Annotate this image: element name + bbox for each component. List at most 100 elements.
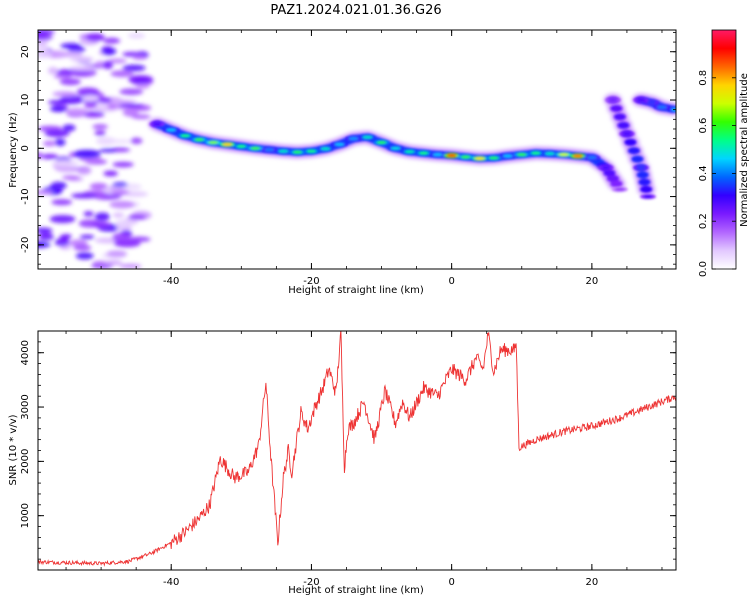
heatmap-peak bbox=[348, 137, 359, 141]
heatmap-blob bbox=[83, 211, 94, 217]
heatmap-blob bbox=[636, 171, 649, 179]
heatmap-peak bbox=[362, 135, 373, 139]
heatmap-blob bbox=[112, 182, 129, 187]
x-tick-label: -20 bbox=[303, 577, 319, 588]
heatmap-peak bbox=[278, 149, 289, 153]
heatmap-blob bbox=[122, 51, 142, 57]
heatmap-blob bbox=[131, 114, 151, 120]
colorbar-tick-label: 0.4 bbox=[698, 165, 709, 181]
heatmap-blob bbox=[43, 140, 57, 147]
heatmap-peak bbox=[646, 100, 657, 105]
heatmap-peak bbox=[635, 98, 646, 102]
heatmap-blob bbox=[44, 129, 70, 138]
heatmap-blob bbox=[617, 121, 630, 129]
colorbar-tick-label: 0.8 bbox=[698, 70, 709, 86]
heatmap-blob bbox=[69, 56, 95, 63]
x-tick-label: 0 bbox=[448, 276, 454, 287]
heatmap-blob bbox=[65, 107, 89, 115]
heatmap-blob bbox=[49, 214, 76, 224]
heatmap-blob bbox=[51, 159, 79, 167]
heatmap-peak bbox=[460, 155, 471, 159]
heatmap-blob bbox=[110, 70, 134, 78]
colorbar-tick-label: 0.2 bbox=[698, 213, 709, 229]
figure-title: PAZ1.2024.021.01.36.G26 bbox=[270, 3, 441, 18]
heatmap-blob bbox=[112, 233, 130, 242]
heatmap-peak bbox=[642, 194, 653, 199]
heatmap-blob bbox=[624, 138, 637, 146]
heatmap-peak bbox=[586, 155, 597, 160]
heatmap-blob bbox=[98, 148, 118, 153]
y-tick-label: -10 bbox=[20, 188, 31, 204]
heatmap-peak bbox=[180, 134, 191, 138]
heatmap-peak bbox=[376, 140, 387, 145]
heatmap-peak bbox=[390, 146, 401, 150]
colorbar-tick-label: 0.0 bbox=[698, 261, 709, 277]
colorbar-gradient bbox=[711, 29, 737, 270]
snr-panel: -40 -20 0 20 1000 2000 3000 4000 Height of stra… bbox=[8, 330, 677, 596]
heatmap-blob bbox=[103, 170, 118, 177]
heatmap-peak bbox=[236, 144, 247, 148]
y-tick-label: 1000 bbox=[20, 503, 31, 528]
heatmap-peak bbox=[614, 187, 625, 191]
heatmap-peak bbox=[292, 150, 303, 154]
y-tick-label: 4000 bbox=[20, 340, 31, 365]
heatmap-blob bbox=[123, 108, 139, 117]
heatmap-peak bbox=[222, 142, 233, 147]
x-tick-label: -40 bbox=[163, 577, 179, 588]
colorbar-tick-label: 0.6 bbox=[698, 118, 709, 134]
heatmap-blob bbox=[54, 138, 66, 147]
snr-ticks: -40 -20 0 20 1000 2000 3000 4000 bbox=[20, 330, 676, 588]
heatmap-blob bbox=[94, 212, 110, 222]
y-tick-label: 0 bbox=[20, 145, 31, 151]
right-segment-0-peaks bbox=[604, 97, 656, 200]
heatmap-blob bbox=[95, 60, 106, 67]
main-ridge-peaks bbox=[149, 121, 628, 192]
heatmap-blob bbox=[89, 182, 108, 190]
heatmap-blob bbox=[112, 212, 125, 218]
heatmap-blob bbox=[119, 263, 142, 269]
heatmap-blob bbox=[94, 130, 106, 136]
heatmap-blob bbox=[52, 91, 78, 97]
y-tick-label: 10 bbox=[20, 94, 31, 107]
spectrogram-ticks: -40 -20 0 20 -20 -10 0 10 20 bbox=[20, 30, 676, 287]
x-tick-label: 20 bbox=[586, 276, 599, 287]
spectrogram-frame bbox=[37, 29, 677, 270]
heatmap-peak bbox=[152, 122, 163, 126]
heatmap-blob bbox=[103, 37, 121, 44]
heatmap-blob bbox=[95, 136, 117, 146]
heatmap-blob bbox=[108, 139, 134, 144]
heatmap-peak bbox=[404, 150, 415, 154]
heatmap-blob bbox=[122, 64, 146, 72]
heatmap-blob bbox=[41, 153, 59, 160]
heatmap-blob bbox=[610, 104, 623, 112]
heatmap-blob bbox=[55, 51, 84, 58]
heatmap-blob bbox=[69, 239, 88, 247]
heatmap-blob bbox=[638, 178, 651, 186]
spectrogram-heatmap bbox=[38, 30, 676, 269]
colorbar: 0.0 0.2 0.4 0.6 0.8 Normalized spectral ampl… bbox=[698, 29, 750, 277]
spectrogram-panel: -40 -20 0 20 -20 -10 0 10 20 Height of straight … bbox=[8, 29, 677, 296]
heatmap-blob bbox=[76, 87, 100, 97]
heatmap-blob bbox=[54, 238, 70, 247]
heatmap-blob bbox=[38, 30, 55, 35]
spectrogram-y-axis-label: Frequency (Hz) bbox=[8, 112, 19, 188]
heatmap-peak bbox=[166, 128, 177, 132]
heatmap-peak bbox=[306, 149, 317, 153]
heatmap-blob bbox=[38, 227, 53, 234]
heatmap-blob bbox=[76, 166, 92, 175]
heatmap-blob bbox=[106, 250, 128, 258]
heatmap-blob bbox=[82, 95, 99, 102]
y-tick-label: 3000 bbox=[20, 394, 31, 419]
heatmap-peak bbox=[635, 166, 646, 170]
heatmap-blob bbox=[127, 214, 147, 220]
heatmap-blob bbox=[606, 174, 619, 182]
heatmap-blob bbox=[62, 124, 76, 132]
heatmap-blob bbox=[109, 200, 135, 209]
heatmap-peak bbox=[530, 151, 541, 155]
heatmap-blob bbox=[610, 180, 623, 188]
heatmap-blob bbox=[38, 189, 54, 196]
heatmap-peak bbox=[502, 154, 513, 158]
heatmap-blob bbox=[73, 244, 92, 251]
x-tick-label: 0 bbox=[448, 577, 454, 588]
